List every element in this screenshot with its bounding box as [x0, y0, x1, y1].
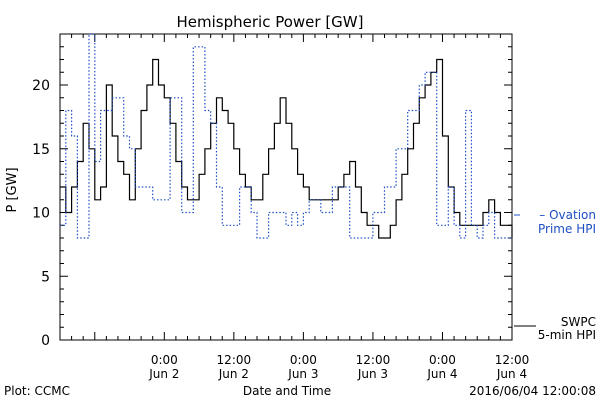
plot-frame: [59, 33, 513, 341]
x-tick-label-date: Jun 4: [496, 367, 527, 381]
y-tick-label: 0: [41, 333, 50, 349]
x-tick-label-time: 0:00: [290, 353, 317, 367]
x-tick-label-date: Jun 3: [357, 367, 388, 381]
x-axis-label: Date and Time: [243, 384, 331, 398]
y-tick-label: 10: [32, 206, 50, 222]
x-tick-label-date: Jun 3: [287, 367, 318, 381]
chart-title: Hemispheric Power [GW]: [177, 13, 364, 31]
x-tick-label-time: 12:00: [356, 353, 391, 367]
series-ovation-line: [60, 33, 512, 239]
legend-swpc-line2: 5-min HPI: [538, 328, 596, 342]
y-tick-label: 5: [41, 269, 50, 285]
x-tick-label-time: 0:00: [429, 353, 456, 367]
x-tick-label-time: 12:00: [217, 353, 252, 367]
legend-swpc-line1: SWPC: [561, 315, 596, 329]
y-tick-label: 15: [32, 142, 50, 158]
y-tick-label: 20: [32, 78, 50, 94]
y-axis-label: P [GW]: [5, 167, 20, 212]
legend-ovation-line1: – Ovation: [539, 208, 596, 222]
x-tick-label-time: 12:00: [495, 353, 530, 367]
x-tick-label-date: Jun 4: [426, 367, 457, 381]
series-swpc-line: [60, 58, 513, 239]
plot-credit: Plot: CCMC: [4, 384, 70, 398]
x-tick-label-date: Jun 2: [148, 367, 179, 381]
x-tick-label-date: Jun 2: [218, 367, 249, 381]
x-tick-label-time: 0:00: [151, 353, 178, 367]
plot-timestamp: 2016/06/04 12:00:08: [469, 384, 596, 398]
series-layer: [60, 33, 520, 239]
y-axis-ticks: 0 5 10 15 20: [32, 33, 512, 349]
legend-ovation-line2: Prime HPI: [538, 222, 596, 236]
